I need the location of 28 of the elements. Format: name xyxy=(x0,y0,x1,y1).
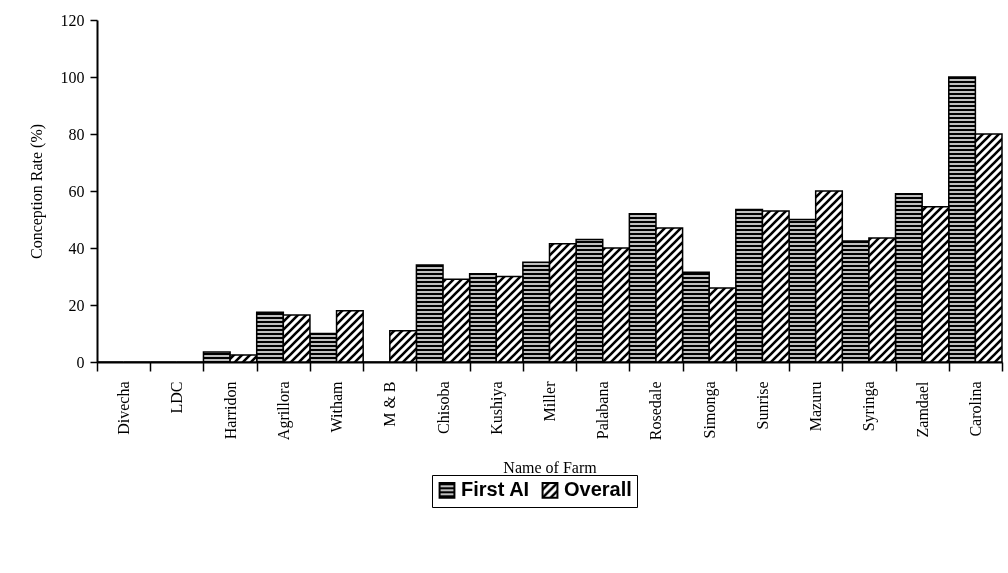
x-axis-title: Name of Farm xyxy=(503,459,598,477)
x-tick-label: Kushiya xyxy=(487,381,506,435)
x-tick-label: Syringa xyxy=(860,381,879,432)
x-tick-label: Miller xyxy=(541,380,558,422)
x-tick-label: Palabana xyxy=(594,381,612,440)
y-tick-label: 20 xyxy=(68,296,85,314)
x-tick-label: Rosedale xyxy=(647,381,665,441)
x-tick-label: LDC xyxy=(168,381,186,414)
x-tick-label: Simonga xyxy=(700,381,719,439)
x-tick-label: Harridon xyxy=(221,381,239,440)
y-tick-label: 40 xyxy=(68,239,85,257)
y-tick-label: 0 xyxy=(76,353,85,371)
y-tick-label: 80 xyxy=(68,125,85,143)
y-tick-label: 100 xyxy=(60,68,85,86)
x-tick-label: M & B xyxy=(381,381,399,427)
y-axis-title: Conception Rate (%) xyxy=(27,123,46,260)
legend-label: Overall xyxy=(564,478,632,501)
y-tick-label: 120 xyxy=(60,11,85,29)
x-tick-label: Witham xyxy=(328,380,346,433)
x-tick-label: Sunrise xyxy=(753,381,771,430)
x-tick-label: Mazuru xyxy=(807,381,825,432)
x-tick-label: Chisoba xyxy=(434,381,452,434)
x-tick-label: Zamdael xyxy=(913,380,931,438)
x-tick-label: Carolina xyxy=(966,381,984,437)
legend-label: First AI xyxy=(461,478,530,501)
y-tick-label: 60 xyxy=(68,182,85,200)
x-tick-label: Divecha xyxy=(115,381,133,435)
x-tick-label: Agrillora xyxy=(274,381,293,441)
